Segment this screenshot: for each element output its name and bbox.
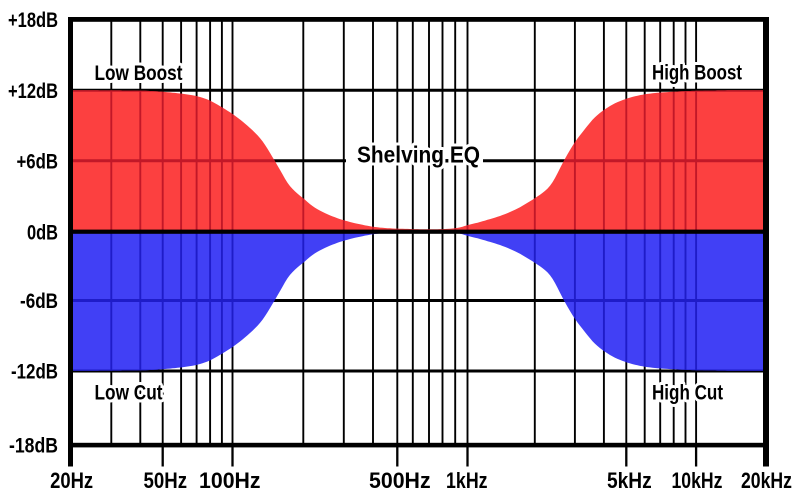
svg-text:20Hz: 20Hz: [50, 468, 93, 493]
svg-text:-6dB: -6dB: [20, 289, 58, 313]
svg-text:500Hz: 500Hz: [369, 468, 431, 493]
svg-text:100Hz: 100Hz: [199, 468, 261, 493]
svg-text:Low Cut: Low Cut: [95, 380, 163, 404]
svg-text:20kHz: 20kHz: [741, 468, 792, 493]
svg-text:High Cut: High Cut: [652, 380, 723, 404]
svg-text:High Boost: High Boost: [652, 61, 742, 85]
svg-text:+18dB: +18dB: [8, 8, 58, 32]
svg-text:-12dB: -12dB: [11, 360, 58, 384]
svg-text:Low Boost: Low Boost: [95, 61, 183, 85]
svg-text:10kHz: 10kHz: [672, 468, 723, 493]
svg-text:50Hz: 50Hz: [144, 468, 188, 493]
svg-text:1kHz: 1kHz: [446, 468, 488, 493]
svg-text:+12dB: +12dB: [8, 79, 58, 103]
svg-text:-18dB: -18dB: [9, 434, 58, 458]
svg-text:Shelving.EQ: Shelving.EQ: [357, 142, 480, 168]
svg-text:+6dB: +6dB: [17, 149, 59, 173]
svg-text:0dB: 0dB: [27, 220, 58, 244]
svg-text:5kHz: 5kHz: [607, 468, 652, 493]
